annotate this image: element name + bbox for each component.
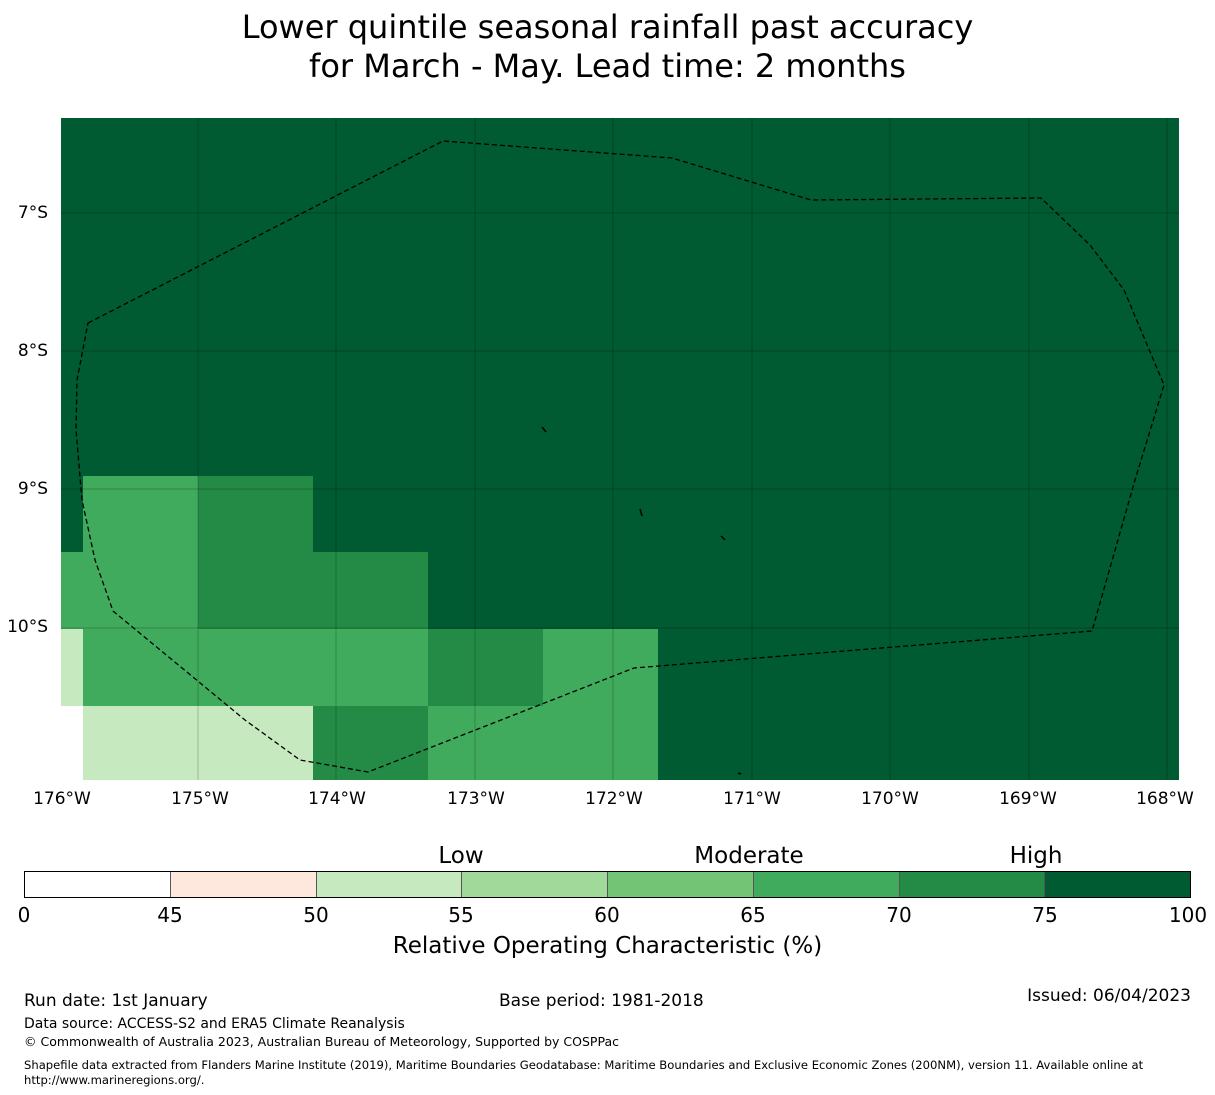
colorbar-tick: 55 bbox=[448, 903, 474, 927]
map-cell bbox=[61, 629, 83, 706]
run-date: Run date: 1st January bbox=[24, 991, 208, 1011]
map-panel bbox=[61, 118, 1179, 780]
legend-category-low: Low bbox=[438, 843, 484, 869]
issued-date: Issued: 06/04/2023 bbox=[1027, 986, 1191, 1006]
map-cell bbox=[313, 706, 428, 780]
colorbar-tick: 45 bbox=[157, 903, 183, 927]
colorbar-tick: 70 bbox=[886, 903, 912, 927]
map-cell bbox=[61, 552, 198, 629]
colorbar-segment bbox=[608, 872, 754, 897]
lat-label-8s: 8°S bbox=[17, 341, 48, 361]
map-cell bbox=[428, 629, 543, 706]
colorbar-tick: 60 bbox=[594, 903, 620, 927]
map-cell bbox=[83, 476, 198, 552]
shapefile-credit-line-2: http://www.marineregions.org/. bbox=[24, 1073, 205, 1087]
colorbar bbox=[24, 871, 1191, 898]
lon-label-176w: 176°W bbox=[33, 789, 91, 809]
colorbar-tick: 75 bbox=[1032, 903, 1058, 927]
map-cell bbox=[61, 706, 83, 780]
island-marks bbox=[541, 426, 742, 775]
lat-label-7s: 7°S bbox=[17, 203, 48, 223]
base-period: Base period: 1981-2018 bbox=[499, 991, 704, 1011]
colorbar-title: Relative Operating Characteristic (%) bbox=[392, 933, 823, 959]
map-cell bbox=[83, 629, 428, 706]
eez-boundary bbox=[75, 140, 1165, 773]
colorbar-segment bbox=[462, 872, 608, 897]
map-cell bbox=[198, 476, 313, 552]
map-cell bbox=[83, 706, 313, 780]
data-source: Data source: ACCESS-S2 and ERA5 Climate … bbox=[24, 1016, 405, 1032]
colorbar-segment bbox=[1045, 872, 1190, 897]
map-cells bbox=[61, 118, 1179, 780]
lat-label-10s: 10°S bbox=[7, 617, 48, 637]
lon-label-170w: 170°W bbox=[861, 789, 919, 809]
legend-category-high: High bbox=[1009, 843, 1063, 869]
lon-label-168w: 168°W bbox=[1136, 789, 1194, 809]
lon-label-172w: 172°W bbox=[585, 789, 643, 809]
colorbar-tick: 65 bbox=[740, 903, 766, 927]
lon-label-169w: 169°W bbox=[999, 789, 1057, 809]
lon-label-171w: 171°W bbox=[723, 789, 781, 809]
colorbar-tick: 100 bbox=[1168, 903, 1208, 927]
colorbar-segment bbox=[25, 872, 171, 897]
lon-label-175w: 175°W bbox=[171, 789, 229, 809]
lon-label-174w: 174°W bbox=[308, 789, 366, 809]
colorbar-tick: 0 bbox=[17, 903, 31, 927]
gridlines bbox=[61, 118, 1179, 780]
colorbar-segment bbox=[170, 872, 317, 897]
title-line-2: for March - May. Lead time: 2 months bbox=[309, 47, 906, 85]
title-line-1: Lower quintile seasonal rainfall past ac… bbox=[241, 8, 974, 46]
colorbar-segment bbox=[753, 872, 900, 897]
lon-label-173w: 173°W bbox=[447, 789, 505, 809]
colorbar-segment bbox=[899, 872, 1046, 897]
lat-label-9s: 9°S bbox=[17, 479, 48, 499]
copyright: © Commonwealth of Australia 2023, Austra… bbox=[24, 1034, 619, 1049]
legend-category-moderate: Moderate bbox=[694, 843, 804, 869]
colorbar-tick: 50 bbox=[303, 903, 329, 927]
chart-title: Lower quintile seasonal rainfall past ac… bbox=[0, 8, 1215, 86]
colorbar-segment bbox=[316, 872, 463, 897]
shapefile-credit-line-1: Shapefile data extracted from Flanders M… bbox=[24, 1058, 1144, 1072]
map-cell bbox=[428, 706, 658, 780]
map-cell bbox=[543, 629, 658, 706]
map-cell bbox=[198, 552, 428, 629]
